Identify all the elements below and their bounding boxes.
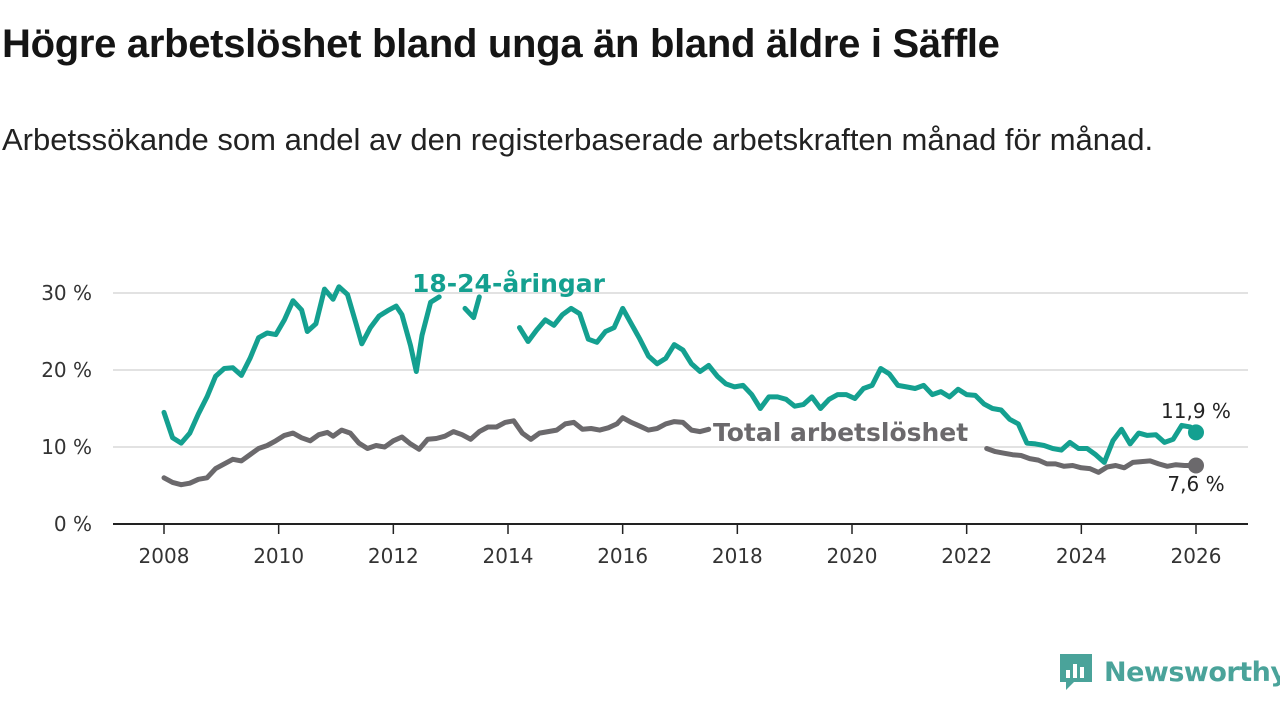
youth-line-segment	[517, 305, 1199, 465]
newsworthy-brand: Newsworthy	[1058, 652, 1280, 692]
youth-endpoint-dot	[1188, 424, 1204, 441]
x-tick-label: 2012	[368, 544, 419, 568]
total-series-label: Total arbetslöshet	[713, 418, 968, 447]
total-endpoint-dot	[1188, 457, 1204, 474]
youth-series-label: 18-24-åringar	[412, 269, 606, 298]
x-tick-label: 2016	[597, 544, 648, 568]
y-axis-ticks: 0 % 10 % 20 % 30 %	[41, 281, 92, 536]
total-end-value: 7,6 %	[1167, 472, 1224, 496]
series-labels: 18-24-åringar Total arbetslöshet 11,9 % 7,6…	[412, 269, 1231, 496]
x-axis: 2008 2010 2012 2014 2016 2018 2020 2022 2024 2026	[113, 523, 1248, 568]
x-tick-label: 2020	[827, 544, 878, 568]
youth-line-segment	[462, 294, 482, 321]
youth-line-segment	[161, 284, 442, 446]
newsworthy-logo-icon	[1060, 654, 1092, 690]
chart-subtitle: Arbetssökande som andel av den registerb…	[2, 122, 1154, 157]
x-tick-label: 2014	[483, 544, 534, 568]
x-tick-label: 2026	[1171, 544, 1222, 568]
y-tick-label: 10 %	[41, 435, 92, 459]
x-tick-label: 2010	[253, 544, 304, 568]
y-tick-label: 30 %	[41, 281, 92, 305]
chart-title: Högre arbetslöshet bland unga än bland ä…	[2, 22, 1000, 66]
series-lines	[161, 284, 1204, 488]
y-tick-label: 0 %	[54, 512, 92, 536]
x-tick-label: 2022	[941, 544, 992, 568]
x-tick-label: 2018	[712, 544, 763, 568]
x-tick-label: 2024	[1056, 544, 1107, 568]
total-line-segment	[161, 415, 712, 488]
y-tick-label: 20 %	[41, 358, 92, 382]
youth-end-value: 11,9 %	[1161, 399, 1231, 423]
total-line-segment	[984, 446, 1199, 475]
brand-name: Newsworthy	[1104, 656, 1280, 688]
grid-lines	[113, 292, 1248, 448]
x-tick-label: 2008	[139, 544, 190, 568]
